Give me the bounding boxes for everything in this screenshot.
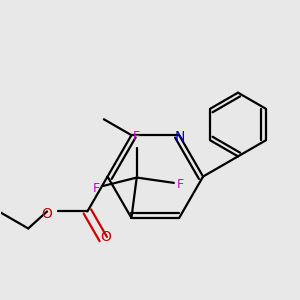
Text: F: F <box>177 178 184 191</box>
Text: O: O <box>100 230 111 244</box>
Text: N: N <box>175 130 185 144</box>
Text: F: F <box>133 130 140 142</box>
Text: F: F <box>92 182 100 195</box>
Text: O: O <box>41 207 52 220</box>
